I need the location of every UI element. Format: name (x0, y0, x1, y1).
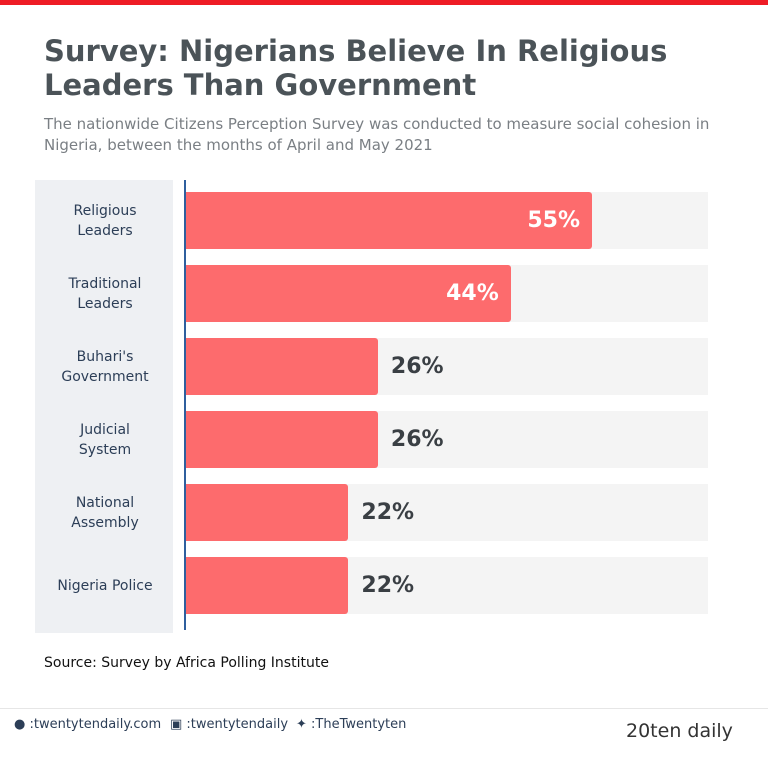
website-link[interactable]: ● :twentytendaily.com (14, 717, 162, 732)
website: :twentytendaily.com (29, 717, 162, 732)
category-text: National Assembly (71, 494, 139, 531)
category-label: Buhari's Government (40, 338, 170, 395)
instagram: :twentytendaily (186, 717, 289, 732)
category-label: Traditional Leaders (40, 265, 170, 322)
logo: 20ten daily (626, 720, 733, 742)
twitter: :TheTwentyten (311, 717, 407, 732)
value-label: 26% (390, 354, 444, 379)
bar (186, 192, 592, 249)
chart-subtitle: The nationwide Citizens Perception Surve… (44, 115, 710, 154)
twitter-link[interactable]: ✦ :TheTwentyten (296, 717, 407, 732)
top-bar (0, 0, 768, 5)
value-label: 26% (390, 427, 444, 452)
instagram-link[interactable]: ▣ :twentytendaily (170, 717, 289, 732)
bar (186, 265, 511, 322)
chart-title: Survey: Nigerians Believe In Religious L… (44, 34, 668, 102)
value-label: 55% (527, 208, 580, 233)
value-label: 44% (446, 281, 499, 306)
bar (186, 411, 378, 468)
value-label: 22% (361, 500, 415, 525)
category-text: Traditional Leaders (68, 275, 142, 312)
footer-divider (0, 708, 768, 709)
value-label: 22% (361, 573, 415, 598)
category-label: National Assembly (40, 484, 170, 541)
axis-line (184, 180, 186, 630)
bar (186, 484, 349, 541)
label-column (35, 180, 173, 633)
bar (186, 338, 378, 395)
bar (186, 557, 349, 614)
category-text: Nigeria Police (57, 577, 153, 594)
category-label: Religious Leaders (40, 192, 170, 249)
category-text: Judicial System (78, 421, 132, 458)
category-text: Religious Leaders (73, 202, 137, 239)
category-text: Buhari's Government (61, 348, 149, 385)
source: Source: Survey by Africa Polling Institu… (44, 655, 329, 671)
category-label: Judicial System (40, 411, 170, 468)
category-label: Nigeria Police (40, 557, 170, 614)
